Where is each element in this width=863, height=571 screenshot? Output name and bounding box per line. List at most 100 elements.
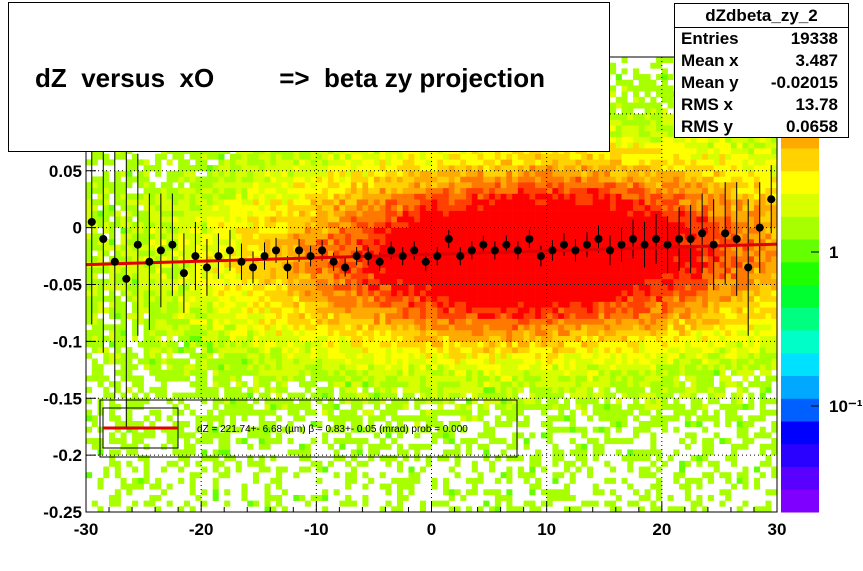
heatmap-cell xyxy=(443,341,450,348)
heatmap-cell xyxy=(494,335,501,342)
heatmap-cell xyxy=(287,375,294,382)
heatmap-cell xyxy=(345,432,352,439)
heatmap-cell xyxy=(546,369,553,376)
heatmap-cell xyxy=(460,244,467,251)
heatmap-cell xyxy=(460,494,467,501)
heatmap-cell xyxy=(91,153,98,160)
heatmap-cell xyxy=(489,335,496,342)
heatmap-cell xyxy=(471,244,478,251)
heatmap-cell xyxy=(304,165,311,172)
heatmap-cell xyxy=(327,460,334,467)
heatmap-cell xyxy=(529,392,536,399)
heatmap-cell xyxy=(431,392,438,399)
heatmap-cell xyxy=(471,193,478,200)
heatmap-cell xyxy=(235,284,242,291)
heatmap-cell xyxy=(396,227,404,234)
heatmap-cell xyxy=(183,290,190,297)
heatmap-cell xyxy=(350,193,357,200)
heatmap-cell xyxy=(345,301,352,308)
heatmap-cell xyxy=(535,369,542,376)
heatmap-cell xyxy=(195,375,202,382)
heatmap-cell xyxy=(379,301,386,308)
heatmap-cell xyxy=(218,250,225,257)
heatmap-cell xyxy=(437,159,444,166)
heatmap-cell xyxy=(120,182,127,189)
heatmap-cell xyxy=(373,227,380,234)
heatmap-cell xyxy=(149,426,156,433)
heatmap-cell xyxy=(299,369,306,376)
heatmap-cell xyxy=(460,187,467,194)
heatmap-cell xyxy=(517,290,524,297)
heatmap-cell xyxy=(402,193,409,200)
heatmap-cell xyxy=(155,506,162,513)
heatmap-cell xyxy=(304,153,311,160)
heatmap-cell xyxy=(166,233,173,240)
heatmap-cell xyxy=(494,415,501,422)
heatmap-cell xyxy=(264,364,271,371)
heatmap-cell xyxy=(523,301,530,308)
heatmap-cell xyxy=(546,381,553,388)
heatmap-cell xyxy=(195,182,202,189)
heatmap-cell xyxy=(362,375,369,382)
heatmap-cell xyxy=(546,165,553,172)
heatmap-cell xyxy=(264,182,271,189)
heatmap-cell xyxy=(155,165,162,172)
heatmap-cell xyxy=(218,261,225,268)
heatmap-cell xyxy=(241,330,248,336)
heatmap-cell xyxy=(229,335,237,342)
heatmap-cell xyxy=(466,221,473,228)
heatmap-cell xyxy=(287,392,294,399)
heatmap-cell xyxy=(137,375,144,382)
heatmap-cell xyxy=(287,438,294,445)
heatmap-cell xyxy=(224,330,231,336)
heatmap-cell xyxy=(252,261,260,268)
heatmap-cell xyxy=(132,375,139,382)
heatmap-cell xyxy=(304,398,311,405)
heatmap-cell xyxy=(385,421,392,427)
heatmap-cell xyxy=(333,415,340,422)
heatmap-cell xyxy=(512,415,519,422)
heatmap-cell xyxy=(339,284,346,291)
heatmap-cell xyxy=(529,182,536,189)
heatmap-cell xyxy=(178,261,185,268)
heatmap-cell xyxy=(535,506,542,513)
heatmap-cell xyxy=(425,392,432,399)
heatmap-cell xyxy=(287,216,294,223)
heatmap-cell xyxy=(529,233,536,240)
heatmap-cell xyxy=(339,216,346,223)
heatmap-cell xyxy=(460,284,467,291)
heatmap-cell xyxy=(425,204,432,211)
heatmap-cell xyxy=(419,182,427,189)
heatmap-cell xyxy=(345,216,352,223)
heatmap-cell xyxy=(350,153,357,160)
heatmap-cell xyxy=(345,290,352,297)
heatmap-cell xyxy=(419,244,427,251)
heatmap-cell xyxy=(276,227,283,234)
heatmap-cell xyxy=(293,364,300,371)
heatmap-cell xyxy=(460,182,467,189)
heatmap-cell xyxy=(322,301,329,308)
heatmap-cell xyxy=(333,449,340,456)
heatmap-cell xyxy=(466,153,473,160)
heatmap-cell xyxy=(172,290,179,297)
heatmap-cell xyxy=(276,466,283,473)
heatmap-cell xyxy=(178,227,185,234)
heatmap-cell xyxy=(396,415,404,422)
heatmap-cell xyxy=(414,335,421,342)
heatmap-cell xyxy=(546,421,553,427)
heatmap-cell xyxy=(264,233,271,240)
heatmap-cell xyxy=(368,267,375,274)
heatmap-cell xyxy=(126,210,133,217)
heatmap-cell xyxy=(264,375,271,382)
heatmap-cell xyxy=(414,159,421,166)
heatmap-cell xyxy=(229,307,237,314)
heatmap-cell xyxy=(235,153,242,160)
heatmap-cell xyxy=(419,415,427,422)
heatmap-cell xyxy=(86,415,93,422)
heatmap-cell xyxy=(299,165,306,172)
heatmap-cell xyxy=(339,358,346,365)
heatmap-cell xyxy=(466,216,473,223)
heatmap-cell xyxy=(304,358,311,365)
heatmap-cell xyxy=(195,227,202,234)
heatmap-cell xyxy=(552,307,559,314)
